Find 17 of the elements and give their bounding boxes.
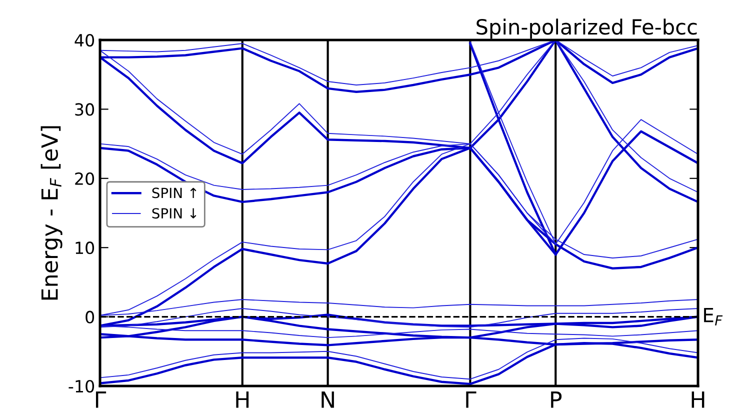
y-tick-label: 30 <box>75 103 94 116</box>
y-tick-label: 40 <box>74 34 94 47</box>
x-tick-label: N <box>322 392 334 408</box>
x-tick-label: Γ <box>96 392 106 408</box>
y-tick-label: 20 <box>75 172 94 185</box>
chart-title: Spin-polarized Fe-bcc <box>476 18 697 39</box>
y-axis-title: Energy - E$_{F}$ [eV] <box>40 126 62 300</box>
x-tick-label: P <box>551 392 562 408</box>
y-tick-label: -10 <box>68 380 94 393</box>
x-tick-label: H <box>236 392 249 408</box>
ref-line-label: E$_{F}$ <box>704 308 723 326</box>
x-tick-label: Γ <box>466 392 476 408</box>
x-tick-label: H <box>692 392 704 408</box>
legend-label: SPIN ↑ <box>152 188 196 198</box>
y-tick-label: 10 <box>76 242 94 254</box>
y-tick-label: 0 <box>86 310 94 324</box>
legend-label: SPIN ↓ <box>152 208 196 219</box>
